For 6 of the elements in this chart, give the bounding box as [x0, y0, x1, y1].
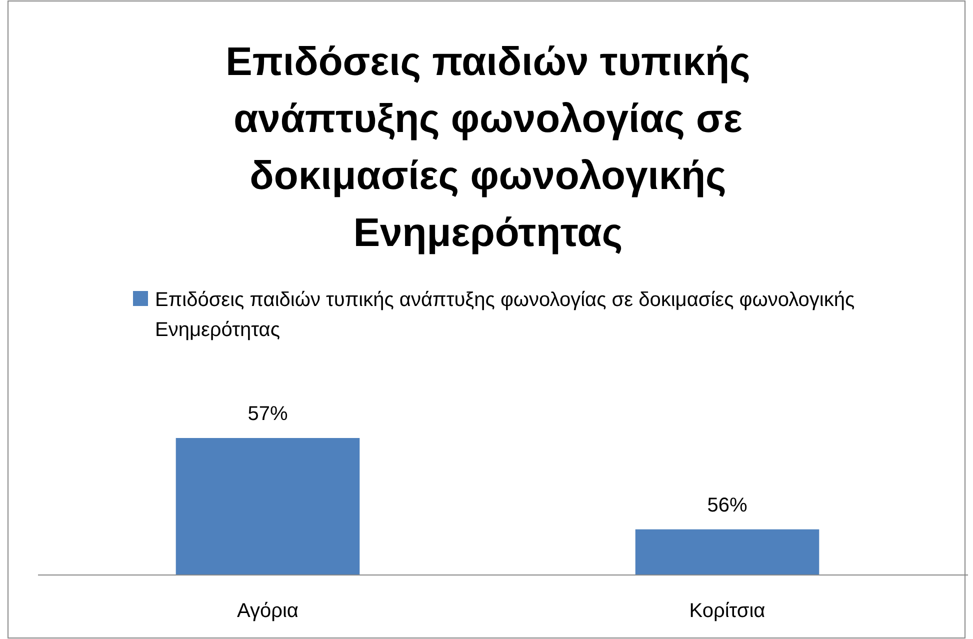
chart-title: Επιδόσεις παιδιών τυπικής ανάπτυξης φωνολογίας σε δοκιμασίες φωνολογικής Ενημερότητας: [226, 40, 750, 255]
data-label: 56%: [707, 494, 748, 516]
legend-label: Επιδόσεις παιδιών τυπικής ανάπτυξης φωνολογίας σε δοκιμασίες φωνολογικής Ενημερότητας: [155, 289, 855, 341]
x-tick-label: Αγόρια: [237, 600, 298, 622]
x-tick-label: Κορίτσια: [689, 600, 766, 622]
data-label: 57%: [248, 403, 288, 425]
